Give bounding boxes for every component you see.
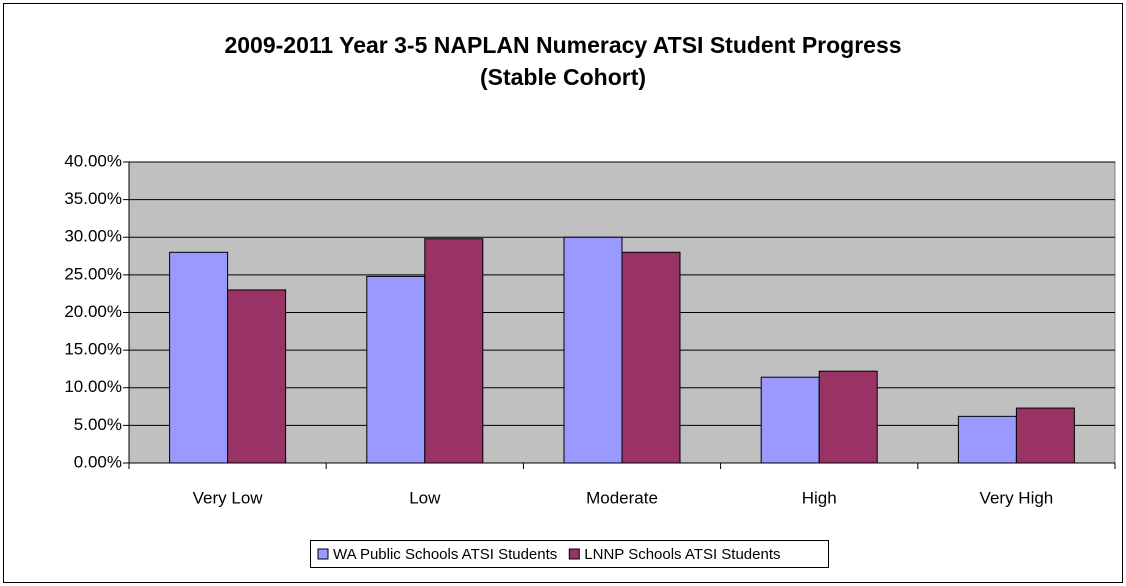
y-tick-label: 5.00% (74, 415, 122, 434)
bar (563, 236, 623, 464)
bar (424, 238, 484, 464)
y-tick-label: 10.00% (64, 377, 122, 396)
legend-label: LNNP Schools ATSI Students (584, 546, 780, 563)
x-tick-label: Very Low (193, 488, 264, 507)
y-tick-label: 0.00% (74, 452, 122, 471)
legend-label: WA Public Schools ATSI Students (333, 546, 557, 563)
bar (760, 376, 820, 464)
chart-title: (Stable Cohort) (480, 64, 646, 90)
legend-swatch (317, 548, 329, 560)
y-tick-label: 15.00% (64, 340, 122, 359)
chart-title: 2009-2011 Year 3-5 NAPLAN Numeracy ATSI … (224, 32, 901, 58)
bar (169, 251, 229, 464)
x-tick-label: High (802, 488, 837, 507)
bar (621, 251, 681, 464)
y-tick-label: 30.00% (64, 227, 122, 246)
bar (1015, 407, 1075, 464)
y-tick-label: 20.00% (64, 302, 122, 321)
y-tick-label: 40.00% (64, 151, 122, 170)
bar (366, 275, 426, 464)
bar (818, 370, 878, 464)
x-tick-label: Low (409, 488, 441, 507)
y-tick-label: 35.00% (64, 189, 122, 208)
x-tick-label: Moderate (586, 488, 658, 507)
x-tick-label: Very High (980, 488, 1054, 507)
y-tick-label: 25.00% (64, 264, 122, 283)
bar (227, 289, 287, 464)
bar (957, 415, 1017, 464)
legend-swatch (568, 548, 580, 560)
